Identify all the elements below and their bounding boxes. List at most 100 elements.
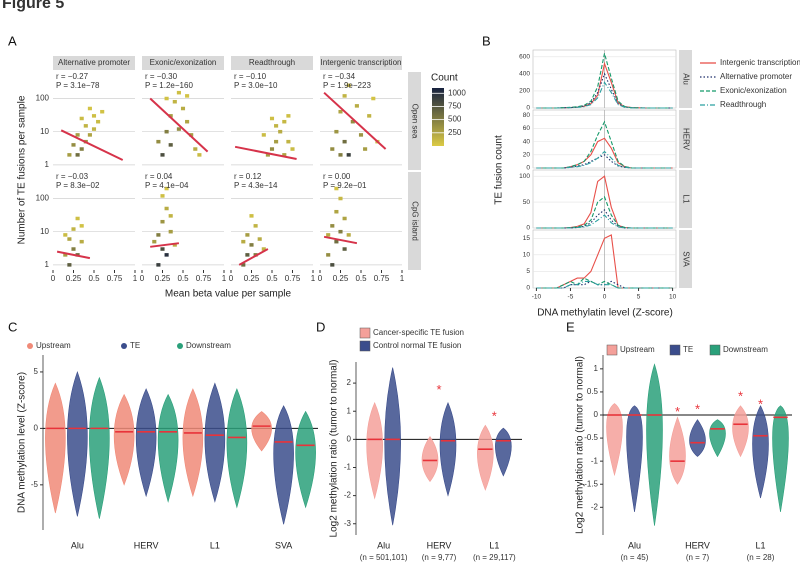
y-tick-label: -1 xyxy=(591,456,599,465)
significance-star: * xyxy=(738,389,743,404)
fit-line xyxy=(60,129,124,161)
panel-label: C xyxy=(8,319,17,334)
bin-cell xyxy=(71,143,76,147)
bin-cell xyxy=(79,116,84,121)
y-tick-label: -1.5 xyxy=(584,479,598,488)
legend-label: Downstream xyxy=(723,345,768,354)
bin-cell xyxy=(160,247,165,251)
x-tick-label: 1 xyxy=(400,274,405,283)
violin xyxy=(226,388,248,509)
y-tick-label: -2 xyxy=(344,491,352,500)
bin-cell xyxy=(180,106,186,111)
y-tick-label: 5 xyxy=(526,268,530,275)
facet-strip xyxy=(679,170,692,228)
bin-cell xyxy=(156,263,161,267)
bin-cell xyxy=(257,237,262,241)
y-tick-label: -0.5 xyxy=(584,433,598,442)
bin-cell xyxy=(75,216,80,221)
bin-cell xyxy=(371,96,376,101)
legend-swatch xyxy=(709,344,721,356)
facet-strip-label: SVA xyxy=(681,251,690,267)
y-tick-label: 60 xyxy=(523,125,531,132)
x-tick-label: HERV xyxy=(427,540,452,550)
bin-cell xyxy=(197,153,202,157)
legend-tick-label: 750 xyxy=(448,102,462,111)
annotation: P = 4.1e−04 xyxy=(145,181,189,190)
legend-label: Readthrough xyxy=(720,100,766,109)
legend-label: Control normal TE fusion xyxy=(373,341,461,350)
y-tick-label: 5 xyxy=(34,367,39,376)
bin-cell xyxy=(160,153,165,157)
series-line xyxy=(536,53,673,109)
annotation: P = 1.2e−160 xyxy=(145,81,193,90)
bin-cell xyxy=(156,233,161,237)
category-note: (n = 29,117) xyxy=(473,553,516,562)
y-tick-label: 600 xyxy=(519,54,530,61)
violin xyxy=(477,424,494,491)
x-tick-label: 0 xyxy=(318,274,323,283)
bin-cell xyxy=(338,109,343,114)
bin-cell xyxy=(334,209,339,214)
violin xyxy=(251,411,272,452)
bin-cell xyxy=(176,127,181,131)
x-tick-label: 0.5 xyxy=(88,274,100,283)
bin-cell xyxy=(189,133,194,137)
bin-cell xyxy=(346,83,351,88)
bin-cell xyxy=(75,133,80,137)
series-line xyxy=(536,150,673,169)
series-line xyxy=(536,277,673,289)
y-tick-label: 1 xyxy=(594,364,599,373)
y-tick-label: 0 xyxy=(526,165,530,172)
legend-label: Cancer-specific TE fusion xyxy=(373,328,464,337)
annotation: P = 9.2e−01 xyxy=(323,181,367,190)
violin xyxy=(295,410,316,509)
bin-cell xyxy=(282,153,287,157)
x-tick-label: 0 xyxy=(229,274,234,283)
y-axis-label: Number of TE fusions per sample xyxy=(17,95,28,244)
x-axis-label: Mean beta value per sample xyxy=(165,289,292,300)
x-tick-label: 0.5 xyxy=(177,274,189,283)
bin-cell xyxy=(83,124,88,128)
x-tick-label: 0 xyxy=(603,294,607,301)
x-tick-label: HERV xyxy=(685,540,710,550)
fit-line xyxy=(323,91,387,150)
legend-label: Upstream xyxy=(620,345,655,354)
y-tick-label: 0 xyxy=(347,434,352,443)
facet-strip xyxy=(679,50,692,108)
violin xyxy=(495,427,512,477)
y-tick-label: 100 xyxy=(519,173,530,180)
bin-cell xyxy=(338,153,343,157)
row-strip xyxy=(408,72,421,170)
bin-cell xyxy=(249,243,254,247)
x-tick-label: 0.75 xyxy=(107,274,123,283)
violin xyxy=(67,371,88,517)
violin xyxy=(709,419,726,458)
row-strip-label: Open sea xyxy=(410,104,419,139)
legend-swatch xyxy=(27,343,33,349)
y-tick-label: 0 xyxy=(526,225,530,232)
bin-cell xyxy=(193,147,198,151)
facet-strip xyxy=(679,230,692,288)
bin-cell xyxy=(87,106,92,111)
x-tick-label: 1 xyxy=(222,274,227,283)
y-tick-label: 15 xyxy=(523,235,531,242)
violin xyxy=(45,382,66,514)
annotation: r = −0.03 xyxy=(56,172,89,181)
bin-cell xyxy=(334,239,339,244)
violin xyxy=(135,388,157,498)
y-axis-label: Log2 methylation ratio (tumor to normal) xyxy=(575,356,586,534)
facet-strip-label: Intergenic transcription xyxy=(321,58,402,67)
annotation: r = 0.12 xyxy=(234,172,262,181)
bin-cell xyxy=(326,253,331,257)
x-tick-label: 0.75 xyxy=(196,274,212,283)
facet-strip xyxy=(53,56,135,70)
violin xyxy=(772,405,789,512)
violin xyxy=(689,419,706,457)
violin xyxy=(204,382,226,503)
x-tick-label: 0.75 xyxy=(285,274,301,283)
bin-cell xyxy=(346,233,351,237)
bin-cell xyxy=(168,143,173,147)
violin xyxy=(273,405,294,525)
bin-cell xyxy=(168,229,173,234)
